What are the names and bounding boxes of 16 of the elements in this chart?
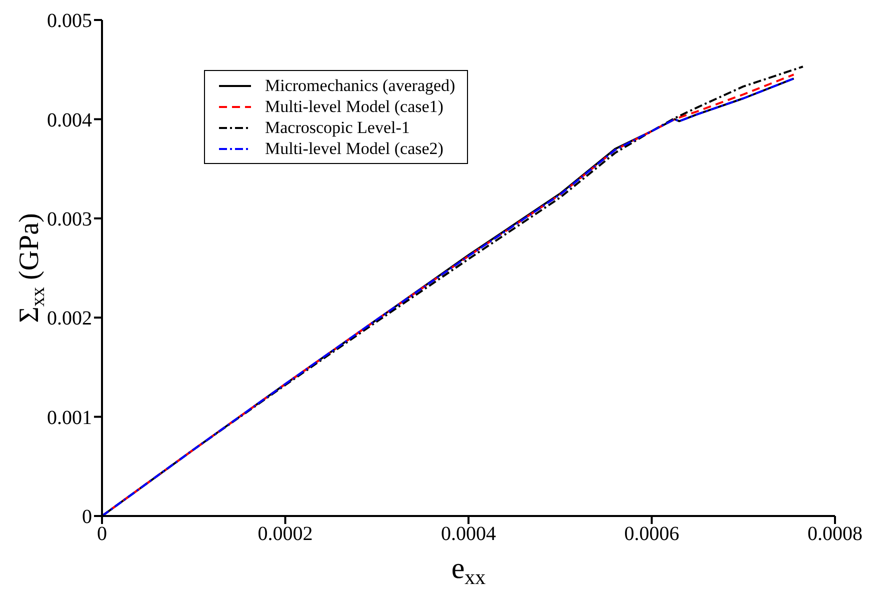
y-tick-label: 0.003: [47, 208, 92, 230]
x-axis-title: e$_{xx}$: [451, 552, 486, 590]
y-tick-label: 0.005: [47, 10, 92, 32]
y-tick-label: 0.002: [47, 308, 92, 330]
legend-label: Multi-level Model (case1): [265, 96, 444, 117]
legend-label: Macroscopic Level-1: [265, 117, 410, 138]
legend-label: Multi-level Model (case2): [265, 138, 444, 159]
x-tick-label: 0.0008: [808, 523, 862, 546]
legend-label: Micromechanics (averaged): [265, 75, 456, 96]
y-tick-label: 0: [82, 506, 92, 528]
x-tick-label: 0.0002: [258, 523, 313, 546]
x-tick-label: 0.0006: [624, 523, 680, 546]
y-tick-label: 0.001: [47, 406, 92, 429]
x-tick-label: 0.0004: [441, 523, 496, 546]
y-tick-label: 0.004: [47, 109, 92, 132]
x-tick-label: 0: [97, 523, 107, 546]
